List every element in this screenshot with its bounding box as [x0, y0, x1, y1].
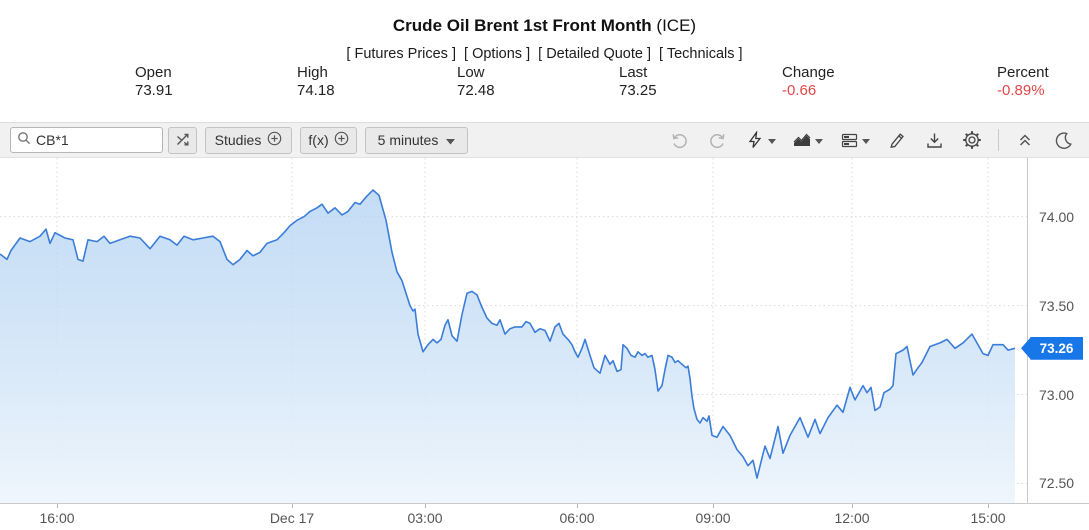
studies-button-label: Studies — [214, 132, 262, 148]
stat-change-label: Change — [782, 64, 835, 81]
quote-header: Crude Oil Brent 1st Front Month (ICE) [ … — [0, 0, 1089, 122]
last-price-badge: 73.26 — [1021, 336, 1083, 360]
events-dropdown[interactable] — [743, 128, 776, 152]
stat-last-value: 73.25 — [619, 82, 657, 99]
time-axis-tick — [292, 504, 293, 508]
price-axis-label: 74.00 — [1039, 208, 1075, 225]
functions-button[interactable]: f(x) — [300, 126, 357, 154]
time-axis-label: 09:00 — [695, 510, 731, 526]
stat-last: Last 73.25 — [619, 64, 657, 100]
stat-high: High 74.18 — [297, 64, 335, 100]
chart-toolbar: Studies f(x) 5 minutes — [0, 122, 1089, 158]
fx-button-label: f(x) — [308, 132, 329, 148]
lightning-icon — [743, 128, 767, 152]
link-futures-prices[interactable]: [ Futures Prices ] — [346, 46, 456, 62]
layout-dropdown[interactable] — [837, 128, 870, 152]
stat-open-value: 73.91 — [135, 82, 173, 99]
search-icon — [17, 131, 36, 150]
time-axis-label: 16:00 — [39, 510, 75, 526]
chevron-down-icon — [446, 132, 456, 148]
quote-links: [ Futures Prices ] [ Options ] [ Detaile… — [0, 46, 1089, 62]
price-area — [0, 190, 1015, 503]
time-axis-label: 15:00 — [970, 510, 1006, 526]
stat-high-label: High — [297, 64, 328, 81]
stat-percent: Percent -0.89% — [997, 64, 1049, 100]
time-axis-tick — [713, 504, 714, 508]
price-chart-plot-area[interactable] — [0, 158, 1027, 503]
interval-dropdown[interactable]: 5 minutes — [365, 126, 468, 154]
chevron-down-icon — [862, 131, 870, 149]
symbol-name: Crude Oil Brent 1st Front Month — [392, 16, 652, 35]
stat-percent-label: Percent — [997, 64, 1049, 81]
stat-change: Change -0.66 — [782, 64, 835, 100]
time-axis-label: 03:00 — [407, 510, 443, 526]
symbol-search-box[interactable] — [10, 127, 163, 153]
exchange-name: (ICE) — [651, 16, 697, 35]
time-axis-tick — [988, 504, 989, 508]
time-axis-tick — [57, 504, 58, 508]
price-axis-label: 73.00 — [1039, 386, 1075, 403]
dark-mode-moon-icon[interactable] — [1051, 128, 1075, 152]
add-circle-icon — [334, 131, 349, 149]
link-options[interactable]: [ Options ] — [464, 46, 531, 62]
toolbar-left-group: Studies f(x) 5 minutes — [10, 126, 468, 154]
panels-layout-icon — [837, 128, 861, 152]
time-axis-tick — [425, 504, 426, 508]
stat-low-label: Low — [457, 64, 485, 81]
area-chart-icon — [790, 128, 814, 152]
toolbar-right-group — [667, 128, 1075, 152]
time-axis-label: 12:00 — [834, 510, 870, 526]
price-line — [0, 189, 1016, 479]
compare-symbol-button[interactable] — [168, 126, 197, 154]
price-chart-svg — [0, 158, 1027, 503]
chevron-down-icon — [768, 131, 776, 149]
page-title: Crude Oil Brent 1st Front Month (ICE) — [0, 16, 1089, 36]
time-axis-label: Dec 17 — [269, 510, 315, 526]
settings-gear-icon[interactable] — [960, 128, 984, 152]
stat-last-label: Last — [619, 64, 648, 81]
undo-button[interactable] — [667, 128, 691, 152]
time-axis-tick — [577, 504, 578, 508]
toolbar-separator — [998, 129, 999, 151]
link-technicals[interactable]: [ Technicals ] — [659, 46, 743, 62]
compare-icon — [175, 131, 191, 150]
price-axis-label: 72.50 — [1039, 475, 1075, 492]
chevron-down-icon — [815, 131, 823, 149]
collapse-toolbar-button[interactable] — [1013, 128, 1037, 152]
stat-low-value: 72.48 — [457, 82, 495, 99]
price-axis: 74.00 73.50 73.00 72.50 — [1027, 158, 1089, 503]
link-detailed-quote[interactable]: [ Detailed Quote ] — [538, 46, 651, 62]
redo-button[interactable] — [705, 128, 729, 152]
symbol-input[interactable] — [36, 132, 156, 148]
studies-button[interactable]: Studies — [205, 126, 292, 154]
stat-low: Low 72.48 — [457, 64, 495, 100]
stat-change-value: -0.66 — [782, 82, 817, 99]
stat-high-value: 74.18 — [297, 82, 335, 99]
interval-label: 5 minutes — [377, 132, 439, 148]
time-axis-label: 06:00 — [559, 510, 595, 526]
time-axis: 16:00 Dec 17 03:00 06:00 09:00 12:00 15:00 — [0, 503, 1089, 530]
chart-type-dropdown[interactable] — [790, 128, 823, 152]
stat-open-label: Open — [135, 64, 172, 81]
download-button[interactable] — [922, 128, 946, 152]
stat-open: Open 73.91 — [135, 64, 173, 100]
price-axis-label: 73.50 — [1039, 297, 1075, 314]
draw-tools-button[interactable] — [884, 128, 908, 152]
add-circle-icon — [267, 131, 282, 149]
time-axis-tick — [852, 504, 853, 508]
stat-percent-value: -0.89% — [997, 82, 1045, 99]
